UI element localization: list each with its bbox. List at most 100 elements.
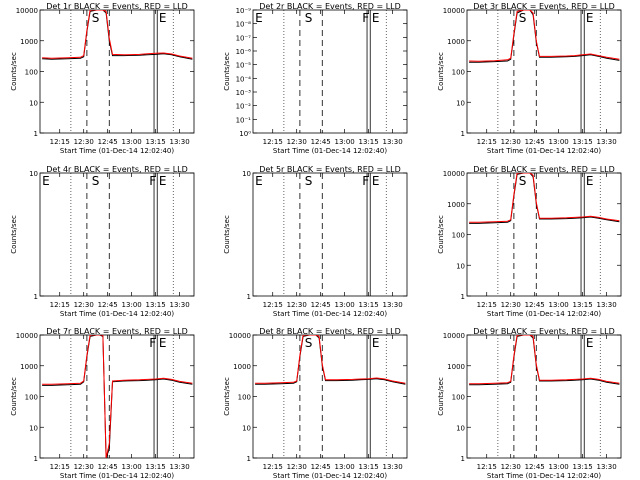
x-tick-label: 12:30 — [74, 138, 94, 146]
y-axis-label: Counts/sec — [437, 377, 445, 416]
y-tick-label: 100 — [238, 394, 251, 402]
series-events-line — [255, 335, 406, 385]
y-tick-label: 10000 — [16, 7, 38, 15]
y-tick-label: 100 — [25, 394, 38, 402]
event-marker-letter: S — [305, 11, 313, 25]
y-tick-label: 1000 — [447, 201, 465, 209]
x-axis-label: Start Time (01-Dec-14 12:02:40) — [487, 310, 601, 318]
y-axis-label: Counts/sec — [223, 215, 231, 254]
y-tick-label: 10⁰ — [239, 130, 251, 138]
event-marker-letter: S — [519, 174, 527, 188]
panel-2: Det 2r BLACK = Events, RED = LLD 10⁰ 10⁻¹ 1… — [223, 2, 408, 155]
x-tick-label: 13:00 — [335, 301, 355, 309]
y-tick-label: 10⁻⁹ — [236, 7, 252, 15]
series-events-line — [469, 335, 620, 386]
series-lld-line — [469, 173, 620, 223]
x-tick-label: 12:15 — [263, 463, 283, 471]
panel-7: Det 7r BLACK = Events, RED = LLD 1 10 100 10… — [10, 327, 195, 480]
x-tick-label: 12:15 — [477, 463, 497, 471]
x-axis-label: Start Time (01-Dec-14 12:02:40) — [487, 472, 601, 480]
y-tick-label: 10 — [29, 170, 38, 178]
panel-4: Det 4r BLACK = Events, RED = LLD 1 10 12:15… — [10, 165, 195, 318]
y-tick-label: 10 — [456, 262, 465, 270]
x-axis-label: Start Time (01-Dec-14 12:02:40) — [60, 472, 174, 480]
event-marker-letter: E — [159, 336, 167, 350]
y-tick-label: 1 — [34, 455, 38, 463]
x-tick-label: 12:15 — [50, 301, 70, 309]
y-tick-label: 10 — [242, 170, 251, 178]
x-tick-label: 13:30 — [383, 463, 403, 471]
y-tick-label: 10⁻³ — [236, 89, 252, 97]
x-tick-label: 13:00 — [122, 463, 142, 471]
x-tick-label: 12:15 — [477, 138, 497, 146]
series-events-line — [42, 335, 193, 458]
y-tick-label: 10000 — [443, 170, 465, 178]
y-tick-label: 10⁻² — [236, 103, 252, 111]
y-tick-label: 1 — [34, 130, 38, 138]
x-tick-label: 13:00 — [122, 301, 142, 309]
x-tick-label: 12:45 — [98, 301, 118, 309]
x-tick-label: 12:30 — [501, 138, 521, 146]
y-tick-label: 1 — [247, 293, 251, 301]
series-lld-line — [42, 10, 193, 59]
event-marker-letter: E — [159, 174, 167, 188]
plot-frame — [466, 172, 622, 297]
panel-6: Det 6r BLACK = Events, RED = LLD 1 10 100 10… — [437, 165, 622, 318]
series-lld-line — [255, 335, 406, 384]
event-marker-letter: E — [372, 336, 380, 350]
panel-title: Det 6r BLACK = Events, RED = LLD — [473, 165, 615, 174]
x-tick-label: 12:45 — [311, 463, 331, 471]
y-tick-label: 10⁻⁷ — [236, 34, 252, 42]
x-tick-label: 12:30 — [74, 463, 94, 471]
panel-title: Det 5r BLACK = Events, RED = LLD — [259, 165, 401, 174]
x-tick-label: 13:30 — [597, 138, 617, 146]
x-tick-label: 12:15 — [50, 138, 70, 146]
x-tick-label: 13:15 — [573, 138, 593, 146]
y-axis-label: Counts/sec — [223, 377, 231, 416]
x-tick-label: 12:15 — [263, 301, 283, 309]
y-tick-label: 10 — [29, 99, 38, 107]
event-marker-letter: E — [159, 11, 167, 25]
event-marker-letter: E — [586, 11, 594, 25]
series-lld-line — [469, 335, 620, 385]
y-tick-label: 1 — [247, 455, 251, 463]
x-tick-label: 13:15 — [573, 301, 593, 309]
plot-frame — [252, 9, 408, 134]
y-axis-label: Counts/sec — [10, 52, 18, 91]
x-tick-label: 12:45 — [525, 138, 545, 146]
x-tick-label: 13:30 — [383, 138, 403, 146]
y-tick-label: 1 — [461, 455, 465, 463]
series-lld-line — [469, 10, 620, 62]
x-tick-label: 13:30 — [383, 301, 403, 309]
x-tick-label: 12:45 — [98, 138, 118, 146]
x-tick-label: 13:15 — [359, 301, 379, 309]
x-tick-label: 12:45 — [311, 138, 331, 146]
x-tick-label: 12:45 — [98, 463, 118, 471]
y-tick-label: 10 — [242, 424, 251, 432]
y-tick-label: 100 — [452, 394, 465, 402]
y-tick-label: 10000 — [229, 332, 251, 340]
x-tick-label: 13:00 — [122, 138, 142, 146]
y-axis-label: Counts/sec — [437, 52, 445, 91]
event-marker-letter: F — [362, 11, 369, 25]
y-tick-label: 10 — [29, 424, 38, 432]
y-tick-label: 10 — [456, 99, 465, 107]
y-tick-label: 10000 — [16, 332, 38, 340]
event-marker-letter: F — [149, 336, 156, 350]
x-tick-label: 13:00 — [335, 138, 355, 146]
panel-5: Det 5r BLACK = Events, RED = LLD 1 10 12:15… — [223, 165, 408, 318]
x-tick-label: 13:00 — [549, 138, 569, 146]
event-marker-letter: E — [255, 174, 263, 188]
x-tick-label: 13:15 — [146, 463, 166, 471]
y-tick-label: 10000 — [443, 7, 465, 15]
panel-title: Det 1r BLACK = Events, RED = LLD — [46, 2, 188, 11]
y-tick-label: 1000 — [447, 363, 465, 371]
y-tick-label: 100 — [452, 232, 465, 240]
event-marker-letter: E — [372, 174, 380, 188]
plot-frame — [39, 9, 195, 134]
x-tick-label: 13:30 — [170, 138, 190, 146]
event-marker-letter: S — [519, 11, 527, 25]
y-axis-label: Counts/sec — [10, 215, 18, 254]
panel-9: Det 9r BLACK = Events, RED = LLD 1 10 100 10… — [437, 327, 622, 480]
event-marker-letter: E — [586, 336, 594, 350]
